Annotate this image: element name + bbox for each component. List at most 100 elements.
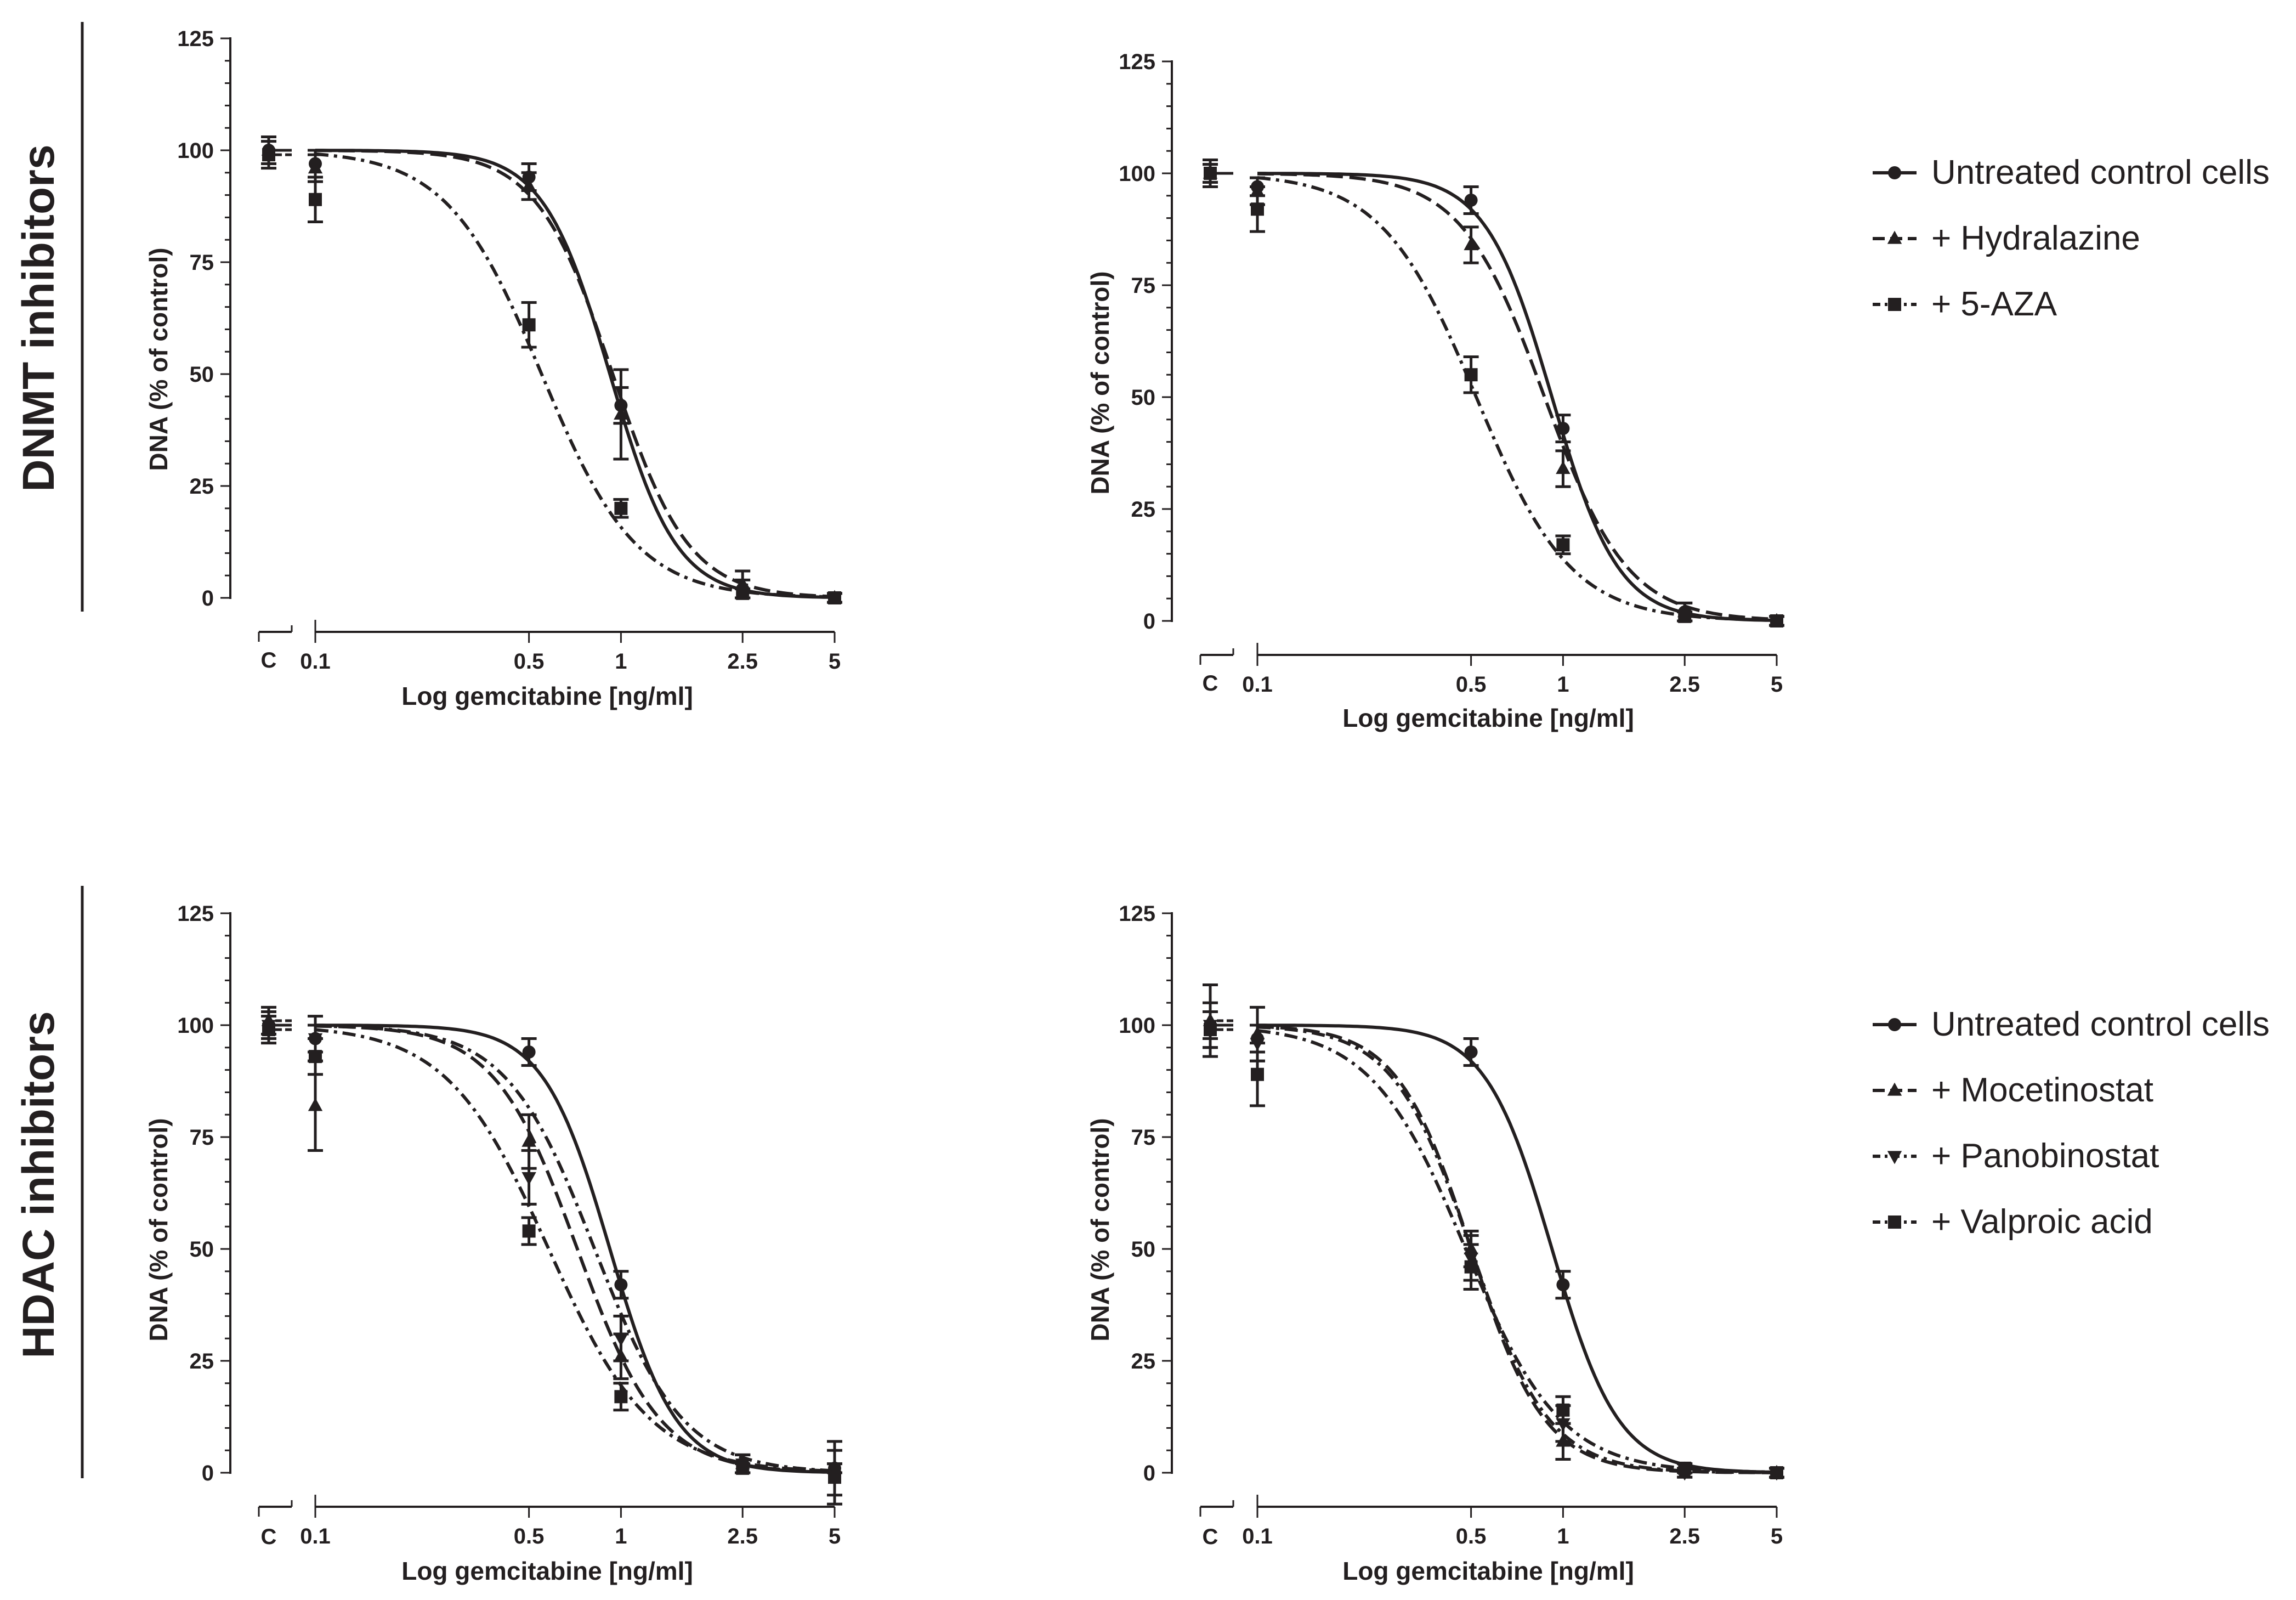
control-tick-label: C <box>261 1525 277 1549</box>
fit-curve <box>315 1024 835 1474</box>
marker-circle <box>614 1278 628 1292</box>
marker-square <box>262 148 275 162</box>
x-tick-label: 0.1 <box>300 1524 331 1548</box>
x-tick-label: 0.5 <box>1456 672 1487 697</box>
series-untreated-control-cells <box>1203 159 1784 627</box>
marker-square <box>1204 1023 1217 1037</box>
fit-curve <box>1257 1024 1777 1474</box>
marker-circle <box>1888 166 1901 179</box>
control-tick-label: C <box>1203 671 1218 696</box>
fit-curve <box>315 152 835 599</box>
fit-curve <box>315 1024 835 1473</box>
marker-triangle-up <box>308 1098 323 1111</box>
panel-hdac-left: DNA (% of control) Log gemcitabine [ng/m… <box>144 902 842 1585</box>
legend-label: + Valproic acid <box>1931 1203 2153 1241</box>
side-label-dnmt: DNMT inhibitors <box>14 144 64 491</box>
fit-curve <box>315 1028 835 1473</box>
x-tick-label: 0.1 <box>300 649 331 674</box>
series-hydralazine <box>261 135 842 604</box>
fit-curve <box>1257 1025 1777 1474</box>
x-axis-title: Log gemcitabine [ng/ml] <box>401 1557 693 1585</box>
y-tick-label: 0 <box>202 586 214 610</box>
series-valproic-acid <box>261 1015 842 1506</box>
legend-label: + Panobinostat <box>1931 1137 2159 1175</box>
marker-triangle-down <box>614 1333 628 1347</box>
marker-circle <box>1556 1278 1570 1292</box>
x-axis: 0.1 0.5 1 2.5 5 <box>258 620 841 674</box>
marker-triangle-up <box>1556 461 1571 474</box>
x-axis-title: Log gemcitabine [ng/ml] <box>1342 704 1634 732</box>
y-tick-label: 25 <box>190 1349 214 1373</box>
marker-square <box>1204 167 1217 180</box>
series-valproic-acid <box>1203 1010 1784 1479</box>
marker-triangle-up <box>735 576 750 590</box>
y-tick-label: 50 <box>190 363 214 387</box>
marker-square <box>1556 1403 1570 1417</box>
y-axis-title: DNA (% of control) <box>144 247 173 471</box>
x-axis: 0.1 0.5 1 2.5 5 <box>258 1495 841 1548</box>
y-tick-label: 100 <box>177 1014 214 1038</box>
fit-curve <box>1257 176 1777 622</box>
side-label-group-hdac: HDAC inhibitors <box>14 886 84 1478</box>
x-tick-label: 1 <box>1557 672 1569 697</box>
marker-triangle-up <box>308 160 323 174</box>
marker-square <box>1770 1466 1783 1479</box>
x-tick-label: 0.5 <box>514 1524 545 1548</box>
marker-circle <box>1888 1018 1901 1031</box>
marker-triangle-up <box>521 1133 536 1147</box>
x-tick-label: 5 <box>1771 672 1783 697</box>
control-tick-label: C <box>261 648 277 672</box>
legend-dnmt: Untreated control cells + Hydralazine + … <box>1873 154 2270 323</box>
marker-triangle-up <box>1887 1082 1902 1096</box>
marker-triangle-up <box>521 178 536 191</box>
marker-square <box>828 1471 841 1484</box>
y-tick-label: 25 <box>1131 497 1156 522</box>
x-tick-label: 2.5 <box>1669 1524 1700 1548</box>
y-tick-label: 125 <box>1119 50 1155 74</box>
x-tick-label: 0.5 <box>514 649 545 674</box>
marker-triangle-up <box>614 406 628 420</box>
series-5-aza <box>1203 163 1784 627</box>
marker-square <box>1556 538 1570 552</box>
y-axis: 0 25 50 75 100 125 <box>177 902 231 1485</box>
marker-square <box>736 1461 750 1475</box>
marker-square <box>1251 202 1264 216</box>
x-tick-label: 0.1 <box>1242 672 1273 697</box>
fit-curve <box>1257 1029 1777 1474</box>
y-tick-label: 100 <box>177 139 214 163</box>
y-tick-label: 125 <box>177 27 214 51</box>
x-tick-label: 5 <box>829 649 841 674</box>
panel-hdac-right: DNA (% of control) Log gemcitabine [ng/m… <box>1086 902 1784 1585</box>
marker-triangle-up <box>1887 230 1902 244</box>
marker-triangle-down <box>1887 1151 1902 1164</box>
y-tick-label: 125 <box>177 902 214 926</box>
fit-curve <box>315 149 835 600</box>
y-tick-label: 50 <box>1131 386 1156 410</box>
y-tick-label: 100 <box>1119 162 1155 186</box>
side-label-hdac: HDAC inhibitors <box>14 1011 64 1358</box>
fit-curve <box>1257 1025 1777 1474</box>
y-axis: 0 25 50 75 100 125 <box>1119 50 1173 634</box>
marker-square <box>614 1390 628 1404</box>
fit-curve <box>1257 172 1777 621</box>
y-tick-label: 25 <box>190 474 214 499</box>
marker-square <box>736 586 750 600</box>
marker-square <box>1678 1461 1692 1475</box>
marker-square <box>1888 1215 1901 1229</box>
legend-label: + 5-AZA <box>1931 285 2057 323</box>
y-axis: 0 25 50 75 100 125 <box>177 27 231 610</box>
marker-circle <box>1556 422 1570 436</box>
marker-square <box>262 1023 275 1037</box>
y-axis: 0 25 50 75 100 125 <box>1119 902 1173 1485</box>
fit-curve <box>315 149 835 598</box>
y-tick-label: 50 <box>190 1237 214 1262</box>
series-hydralazine <box>1203 163 1784 627</box>
marker-square <box>309 1050 322 1064</box>
marker-square <box>614 501 628 515</box>
series-panobinostat <box>1203 1001 1784 1481</box>
x-tick-label: 2.5 <box>727 1524 758 1548</box>
y-axis-title: DNA (% of control) <box>144 1118 173 1341</box>
marker-square <box>1251 1067 1264 1081</box>
marker-circle <box>1464 193 1478 207</box>
